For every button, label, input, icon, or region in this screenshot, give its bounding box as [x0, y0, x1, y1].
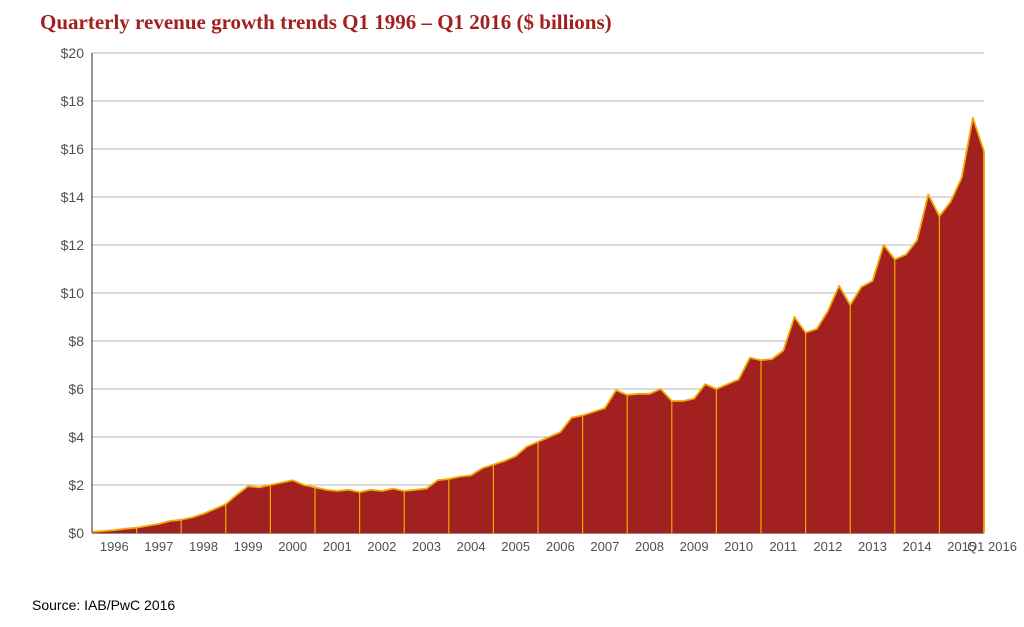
y-axis-tick-label: $18: [44, 93, 84, 109]
x-axis-tick-label: 1998: [189, 539, 218, 554]
x-axis-tick-label: 2005: [501, 539, 530, 554]
chart-title: Quarterly revenue growth trends Q1 1996 …: [40, 10, 612, 35]
chart-area: $0 $2 $4 $6 $8 $10 $12 $14 $16 $18 $20 1996 1997 1998…: [40, 45, 990, 570]
x-axis-tick-label: 2008: [635, 539, 664, 554]
y-axis-tick-label: $20: [44, 45, 84, 61]
x-axis-tick-label: 2003: [412, 539, 441, 554]
x-axis-tick-label: 2009: [680, 539, 709, 554]
x-axis-tick-label: 2000: [278, 539, 307, 554]
x-axis-tick-label: 2014: [903, 539, 932, 554]
source-text: Source: IAB/PwC 2016: [32, 597, 175, 613]
x-axis-tick-label: 2007: [590, 539, 619, 554]
y-axis-tick-label: $8: [44, 333, 84, 349]
y-axis-tick-label: $4: [44, 429, 84, 445]
x-axis-tick-label: 1999: [234, 539, 263, 554]
x-axis-tick-label: 1997: [144, 539, 173, 554]
x-axis-tick-label: 2010: [724, 539, 753, 554]
y-axis-tick-label: $0: [44, 525, 84, 541]
x-axis-tick-label: 2004: [457, 539, 486, 554]
x-axis-tick-label: 2001: [323, 539, 352, 554]
y-axis-tick-label: $10: [44, 285, 84, 301]
x-axis-tick-label: 2013: [858, 539, 887, 554]
y-axis-tick-label: $2: [44, 477, 84, 493]
area-chart-svg: [40, 45, 990, 570]
y-axis-tick-label: $14: [44, 189, 84, 205]
y-axis-tick-label: $16: [44, 141, 84, 157]
y-axis-tick-label: $6: [44, 381, 84, 397]
x-axis-tick-label: Q1 2016: [967, 539, 1017, 554]
x-axis-tick-label: 2002: [367, 539, 396, 554]
x-axis-tick-label: 2011: [769, 539, 797, 554]
y-axis-tick-label: $12: [44, 237, 84, 253]
x-axis-tick-label: 2012: [813, 539, 842, 554]
x-axis-tick-label: 2006: [546, 539, 575, 554]
x-axis-tick-label: 1996: [100, 539, 129, 554]
